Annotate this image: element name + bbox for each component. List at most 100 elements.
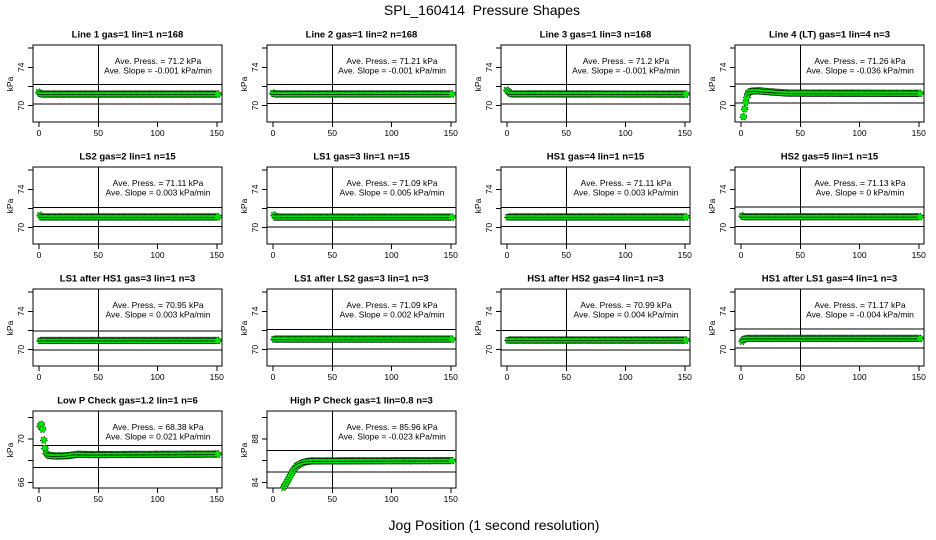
x-tick-label: 150 (912, 250, 926, 260)
ave-press-label: Ave. Press. = 68.38 kPa (112, 422, 204, 432)
x-tick-label: 150 (444, 372, 458, 382)
y-tick-label: 84 (250, 477, 260, 487)
x-tick-label: 50 (94, 494, 104, 504)
x-tick-label: 0 (739, 250, 744, 260)
y-axis-unit: kPa (5, 76, 15, 91)
ave-slope-label: Ave. Slope = 0.003 kPa/min (574, 188, 679, 198)
x-tick-label: 150 (444, 250, 458, 260)
x-tick-label: 50 (328, 250, 338, 260)
data-point-marker (448, 213, 456, 221)
plot-frame (500, 166, 691, 245)
y-tick-label: 70 (16, 101, 26, 111)
data-point-marker (448, 456, 456, 465)
data-point-marker (682, 213, 690, 221)
ave-slope-label: Ave. Slope = -0.036 kPa/min (806, 66, 914, 76)
plot-frame (734, 288, 925, 367)
y-tick-label: 74 (718, 306, 728, 316)
ave-press-label: Ave. Press. = 71.2 kPa (583, 56, 670, 66)
plot-frame (500, 288, 691, 367)
y-tick-label: 74 (250, 184, 260, 194)
x-tick-label: 100 (150, 250, 164, 260)
ave-slope-label: Ave. Slope = 0.003 kPa/min (106, 310, 211, 320)
y-tick-label: 74 (484, 306, 494, 316)
y-axis-unit: kPa (239, 442, 249, 457)
panel-14: High P Check gas=1 lin=0.8 n=3 88 84 kPa 0 50… (239, 396, 458, 505)
panel-title: Line 1 gas=1 lin=1 n=168 (72, 30, 184, 41)
y-axis-unit: kPa (473, 198, 483, 213)
x-tick-label: 100 (150, 128, 164, 138)
data-point-marker (39, 436, 48, 444)
x-tick-label: 100 (852, 250, 866, 260)
plot-frame (266, 410, 457, 489)
data-point-marker (740, 105, 749, 113)
y-tick-label: 70 (484, 345, 494, 355)
ave-press-label: Ave. Press. = 71.17 kPa (814, 300, 906, 310)
data-point-marker (741, 98, 750, 107)
y-axis-unit: kPa (5, 320, 15, 335)
y-tick-label: 74 (16, 306, 26, 316)
y-tick-label: 74 (484, 62, 494, 72)
x-tick-label: 150 (912, 372, 926, 382)
x-tick-label: 0 (505, 372, 510, 382)
y-tick-label: 88 (250, 434, 260, 444)
plot-frame (32, 166, 223, 245)
ave-slope-label: Ave. Slope = -0.001 kPa/min (338, 66, 446, 76)
panel-title: Line 3 gas=1 lin=3 n=168 (540, 30, 652, 41)
plot-frame (32, 44, 223, 123)
y-axis-unit: kPa (5, 198, 15, 213)
data-point-marker (214, 213, 222, 221)
y-tick-label: 70 (250, 223, 260, 233)
x-tick-label: 50 (94, 128, 104, 138)
y-tick-label: 70 (718, 223, 728, 233)
x-tick-label: 100 (384, 372, 398, 382)
data-point-marker (739, 112, 748, 121)
plot-frame (266, 44, 457, 123)
data-point-marker (682, 90, 690, 98)
x-tick-label: 0 (739, 128, 744, 138)
x-tick-label: 50 (562, 250, 572, 260)
x-tick-label: 50 (328, 372, 338, 382)
x-tick-label: 100 (150, 494, 164, 504)
ave-slope-label: Ave. Slope = 0 kPa/min (816, 188, 905, 198)
x-tick-label: 50 (796, 128, 806, 138)
ave-press-label: Ave. Press. = 71.21 kPa (346, 56, 438, 66)
panel-title: Line 2 gas=1 lin=2 n=168 (306, 30, 418, 41)
x-tick-label: 0 (271, 250, 276, 260)
data-point-marker (916, 89, 924, 98)
y-tick-label: 70 (250, 345, 260, 355)
y-tick-label: 70 (16, 223, 26, 233)
x-tick-label: 50 (562, 128, 572, 138)
plot-frame (266, 166, 457, 245)
plot-frame (266, 288, 457, 367)
y-tick-label: 70 (718, 345, 728, 355)
x-tick-label: 0 (37, 128, 42, 138)
ave-press-label: Ave. Press. = 71.11 kPa (581, 178, 672, 188)
x-tick-label: 150 (912, 128, 926, 138)
panel-title: HS1 gas=4 lin=1 n=15 (547, 152, 645, 163)
x-tick-label: 100 (852, 128, 866, 138)
x-axis-label: Jog Position (1 second resolution) (388, 517, 600, 533)
ave-slope-label: Ave. Slope = 0.005 kPa/min (340, 188, 445, 198)
y-tick-label: 70 (484, 223, 494, 233)
panel-13: Low P Check gas=1.2 lin=1 n=6 70 66 kPa 0 50 1… (5, 396, 224, 505)
x-tick-label: 150 (210, 128, 224, 138)
y-axis-unit: kPa (707, 76, 717, 91)
x-tick-label: 0 (505, 250, 510, 260)
x-tick-label: 50 (328, 494, 338, 504)
y-tick-label: 66 (16, 477, 26, 487)
ave-press-label: Ave. Press. = 71.13 kPa (814, 178, 906, 188)
x-tick-label: 0 (271, 494, 276, 504)
ave-press-label: Ave. Press. = 71.2 kPa (115, 56, 202, 66)
y-tick-label: 74 (484, 184, 494, 194)
ave-press-label: Ave. Press. = 71.09 kPa (346, 178, 438, 188)
y-axis-unit: kPa (239, 198, 249, 213)
ave-press-label: Ave. Press. = 71.09 kPa (346, 300, 438, 310)
